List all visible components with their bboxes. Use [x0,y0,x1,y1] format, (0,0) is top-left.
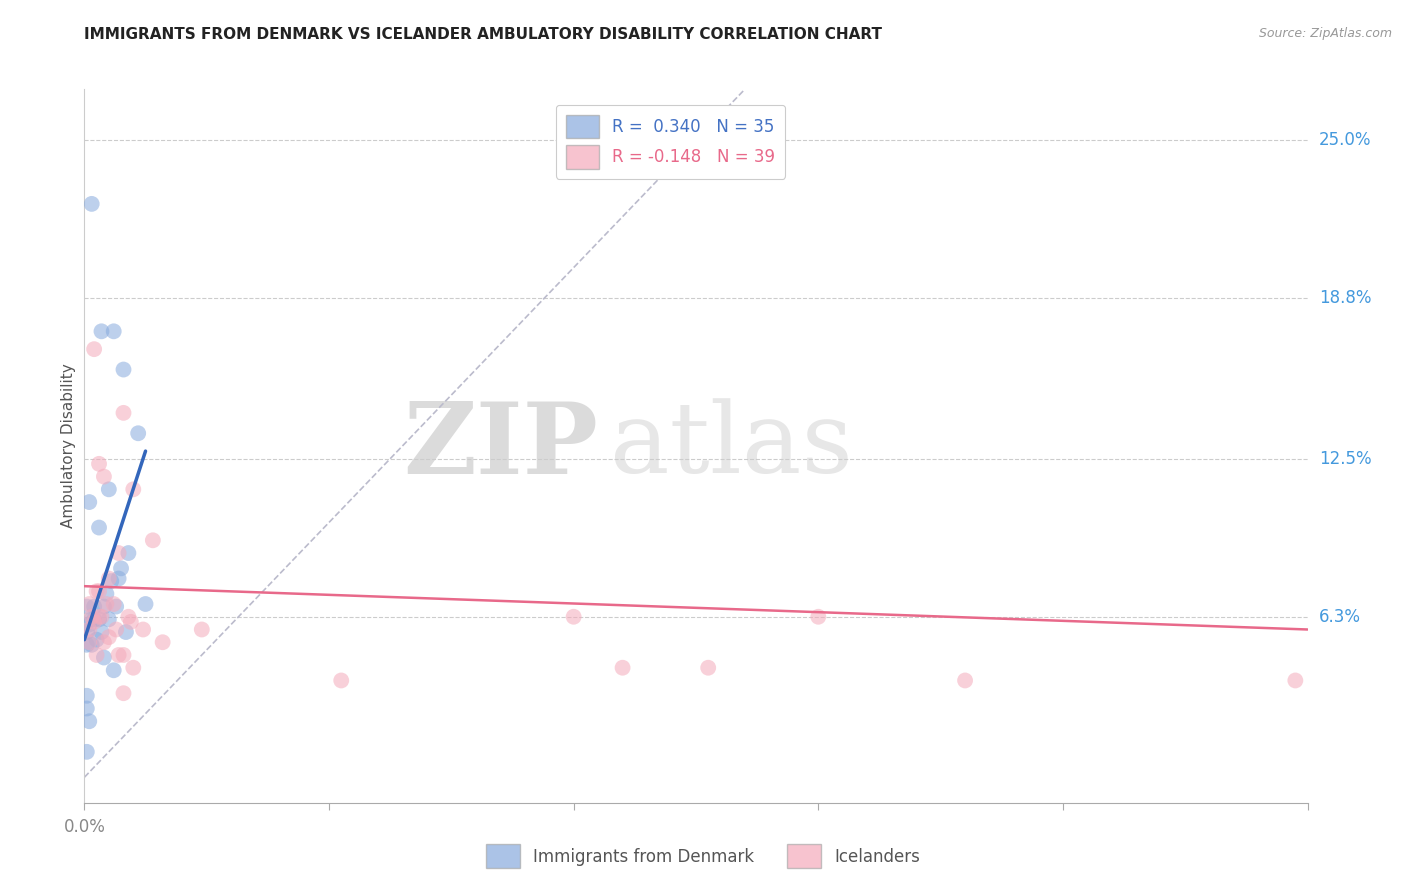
Point [77,617,100,632]
Point [122,483,145,497]
Point [330,673,353,688]
Point [152,635,174,649]
Point [87,520,110,534]
Point [110,561,132,575]
Point [122,661,145,675]
Point [80,612,103,626]
Point [100,574,122,588]
Point [97,572,120,586]
Point [107,546,129,560]
Text: 18.8%: 18.8% [1319,289,1371,307]
Point [135,597,157,611]
Point [112,648,135,662]
Point [562,609,585,624]
Point [87,457,110,471]
Point [112,686,135,700]
Point [87,612,110,626]
Y-axis label: Ambulatory Disability: Ambulatory Disability [60,364,76,528]
Point [807,609,830,624]
Point [96,587,118,601]
Point [117,546,139,560]
Legend: R =  0.340   N = 35, R = -0.148   N = 39: R = 0.340 N = 35, R = -0.148 N = 39 [555,104,786,178]
Point [77,635,100,649]
Point [76,701,98,715]
Point [83,342,105,356]
Point [76,625,98,640]
Point [93,635,115,649]
Point [112,362,135,376]
Point [76,745,98,759]
Text: 12.5%: 12.5% [1319,450,1371,467]
Point [77,714,100,729]
Point [87,609,110,624]
Point [97,612,120,626]
Point [83,615,105,629]
Point [80,638,103,652]
Text: Source: ZipAtlas.com: Source: ZipAtlas.com [1258,27,1392,40]
Point [103,663,125,677]
Point [127,426,149,441]
Point [87,584,110,599]
Point [191,623,214,637]
Point [103,324,125,338]
Text: IMMIGRANTS FROM DENMARK VS ICELANDER AMBULATORY DISABILITY CORRELATION CHART: IMMIGRANTS FROM DENMARK VS ICELANDER AMB… [84,27,883,42]
Point [93,650,115,665]
Text: 25.0%: 25.0% [1319,131,1371,149]
Point [97,630,120,644]
Point [107,572,129,586]
Point [142,533,165,548]
Point [80,609,103,624]
Point [132,623,155,637]
Text: 6.3%: 6.3% [1319,607,1361,626]
Point [112,406,135,420]
Point [105,599,128,614]
Point [612,661,634,675]
Point [86,584,108,599]
Legend: Immigrants from Denmark, Icelanders: Immigrants from Denmark, Icelanders [479,838,927,875]
Point [697,661,720,675]
Point [76,638,98,652]
Point [90,609,112,624]
Point [97,483,120,497]
Point [76,599,98,614]
Text: 0.0%: 0.0% [63,819,105,837]
Point [90,625,112,640]
Point [77,597,100,611]
Point [77,495,100,509]
Point [115,625,138,640]
Point [93,599,115,614]
Text: atlas: atlas [610,398,853,494]
Point [1284,673,1306,688]
Point [77,623,100,637]
Point [96,597,118,611]
Point [83,599,105,614]
Point [120,615,142,629]
Point [80,197,103,211]
Text: ZIP: ZIP [404,398,598,494]
Point [103,597,125,611]
Point [953,673,976,688]
Point [83,612,105,626]
Point [93,469,115,483]
Point [107,648,129,662]
Point [76,689,98,703]
Point [117,609,139,624]
Point [86,648,108,662]
Point [86,632,108,647]
Point [90,324,112,338]
Point [105,623,128,637]
